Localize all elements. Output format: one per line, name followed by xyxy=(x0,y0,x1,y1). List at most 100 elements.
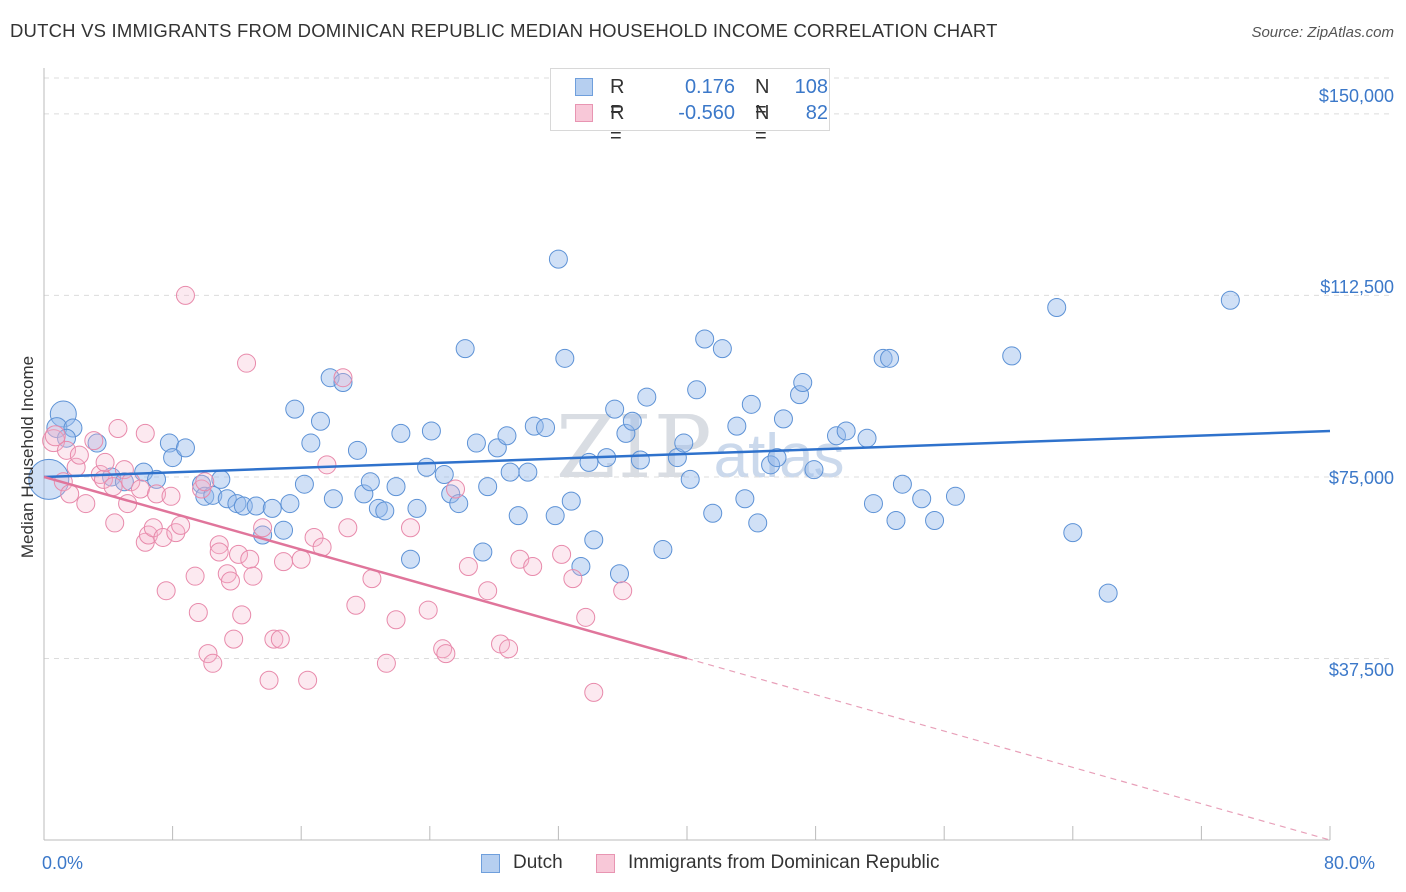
dutch-point xyxy=(703,503,723,523)
dutch-point xyxy=(548,249,568,269)
dutch-point xyxy=(449,494,469,514)
watermark-zip: ZIP xyxy=(556,398,714,498)
dutch-point xyxy=(407,498,427,518)
dutch-point xyxy=(767,448,787,468)
dutch-point xyxy=(695,329,715,349)
dominican-trend-extension xyxy=(686,657,1331,841)
dominican-point xyxy=(103,477,123,497)
dominican-point xyxy=(161,486,181,506)
correlation-legend: R = 0.176 N = 108 R = -0.560 N = 82 xyxy=(550,68,830,147)
dominican-point xyxy=(270,629,290,649)
y-tick-label-150000: $150,000 xyxy=(1318,86,1394,106)
dominican-point xyxy=(552,544,572,564)
dutch-point xyxy=(274,520,294,540)
legend-n-label: N = xyxy=(755,102,770,147)
dominican-point xyxy=(220,571,240,591)
dominican-point xyxy=(563,569,583,589)
dominican-point xyxy=(84,431,104,451)
dutch-trend-line xyxy=(43,429,1331,479)
x-tick-label-max: 80.0% xyxy=(1324,853,1376,873)
dutch-point xyxy=(748,513,768,533)
dutch-point xyxy=(545,506,565,526)
dutch-point xyxy=(87,433,107,453)
dutch-point xyxy=(609,564,629,584)
watermark-atlas: atlas xyxy=(714,422,845,491)
dutch-point xyxy=(886,511,906,531)
dutch-point xyxy=(401,549,421,569)
dominican-point xyxy=(175,285,195,305)
dutch-point xyxy=(804,460,824,480)
bottom-legend-label-dutch: Dutch xyxy=(513,852,563,873)
dominican-point xyxy=(188,602,208,622)
dutch-point xyxy=(391,423,411,443)
dominican-point xyxy=(156,581,176,601)
dutch-point xyxy=(892,474,912,494)
dominican-point xyxy=(147,484,167,504)
bottom-legend-swatch-dutch xyxy=(481,854,500,873)
dominican-point xyxy=(209,535,229,555)
dutch-point xyxy=(653,540,673,560)
dominican-point xyxy=(376,653,396,673)
source-label: Source: ZipAtlas.com xyxy=(1251,24,1394,41)
dominican-point xyxy=(69,445,89,465)
dutch-point xyxy=(478,477,498,497)
dominican-point xyxy=(60,484,80,504)
legend-n-label: N = xyxy=(755,76,770,121)
dominican-point xyxy=(304,527,324,547)
dominican-point xyxy=(298,670,318,690)
dominican-point xyxy=(436,644,456,664)
legend-r-value: -0.560 xyxy=(678,102,735,124)
y-tick-label-75000: $75,000 xyxy=(1328,468,1394,488)
dutch-point xyxy=(622,411,642,431)
dominican-point xyxy=(264,629,284,649)
dutch-point xyxy=(246,496,266,516)
y-tick-label-112500: $112,500 xyxy=(1320,277,1394,297)
dutch-point xyxy=(386,477,406,497)
dominican-point xyxy=(523,556,543,576)
dominican-point xyxy=(130,479,150,499)
dominican-point xyxy=(446,479,466,499)
watermark: ZIPatlas xyxy=(556,398,845,498)
axes xyxy=(43,68,1331,841)
dutch-point xyxy=(880,348,900,368)
dominican-point xyxy=(613,581,633,601)
dutch-point xyxy=(147,469,167,489)
legend-swatch-dominican xyxy=(575,104,593,122)
dominican-point xyxy=(209,542,229,562)
dutch-point xyxy=(1220,290,1240,310)
dutch-point xyxy=(466,433,486,453)
dutch-point xyxy=(163,448,183,468)
dutch-point xyxy=(211,469,231,489)
dominican-point xyxy=(240,549,260,569)
dutch-point xyxy=(1098,583,1118,603)
dutch-point xyxy=(455,339,475,359)
dutch-point xyxy=(616,423,636,443)
dominican-point xyxy=(317,455,337,475)
dominican-point xyxy=(418,600,438,620)
dutch-point xyxy=(826,426,846,446)
dominican-point xyxy=(584,682,604,702)
dominican-point xyxy=(386,610,406,630)
dominican-point xyxy=(232,605,252,625)
dominican-trend-line xyxy=(43,475,688,660)
dutch-point xyxy=(605,399,625,419)
dominican-point xyxy=(105,513,125,533)
series-dominican xyxy=(42,285,633,702)
dutch-point xyxy=(561,491,581,511)
dutch-point xyxy=(417,457,437,477)
dutch-point xyxy=(375,501,395,521)
dutch-point xyxy=(434,465,454,485)
legend-n-value: 108 xyxy=(794,76,828,98)
dutch-point xyxy=(637,387,657,407)
dominican-point xyxy=(198,644,218,664)
dominican-point xyxy=(259,670,279,690)
dutch-point xyxy=(63,418,83,438)
dominican-point xyxy=(291,549,311,569)
dutch-point xyxy=(793,373,813,393)
dutch-point xyxy=(555,348,575,368)
dutch-point xyxy=(280,494,300,514)
legend-n-value: 82 xyxy=(805,102,828,124)
dutch-point xyxy=(1047,298,1067,318)
dutch-point xyxy=(687,380,707,400)
